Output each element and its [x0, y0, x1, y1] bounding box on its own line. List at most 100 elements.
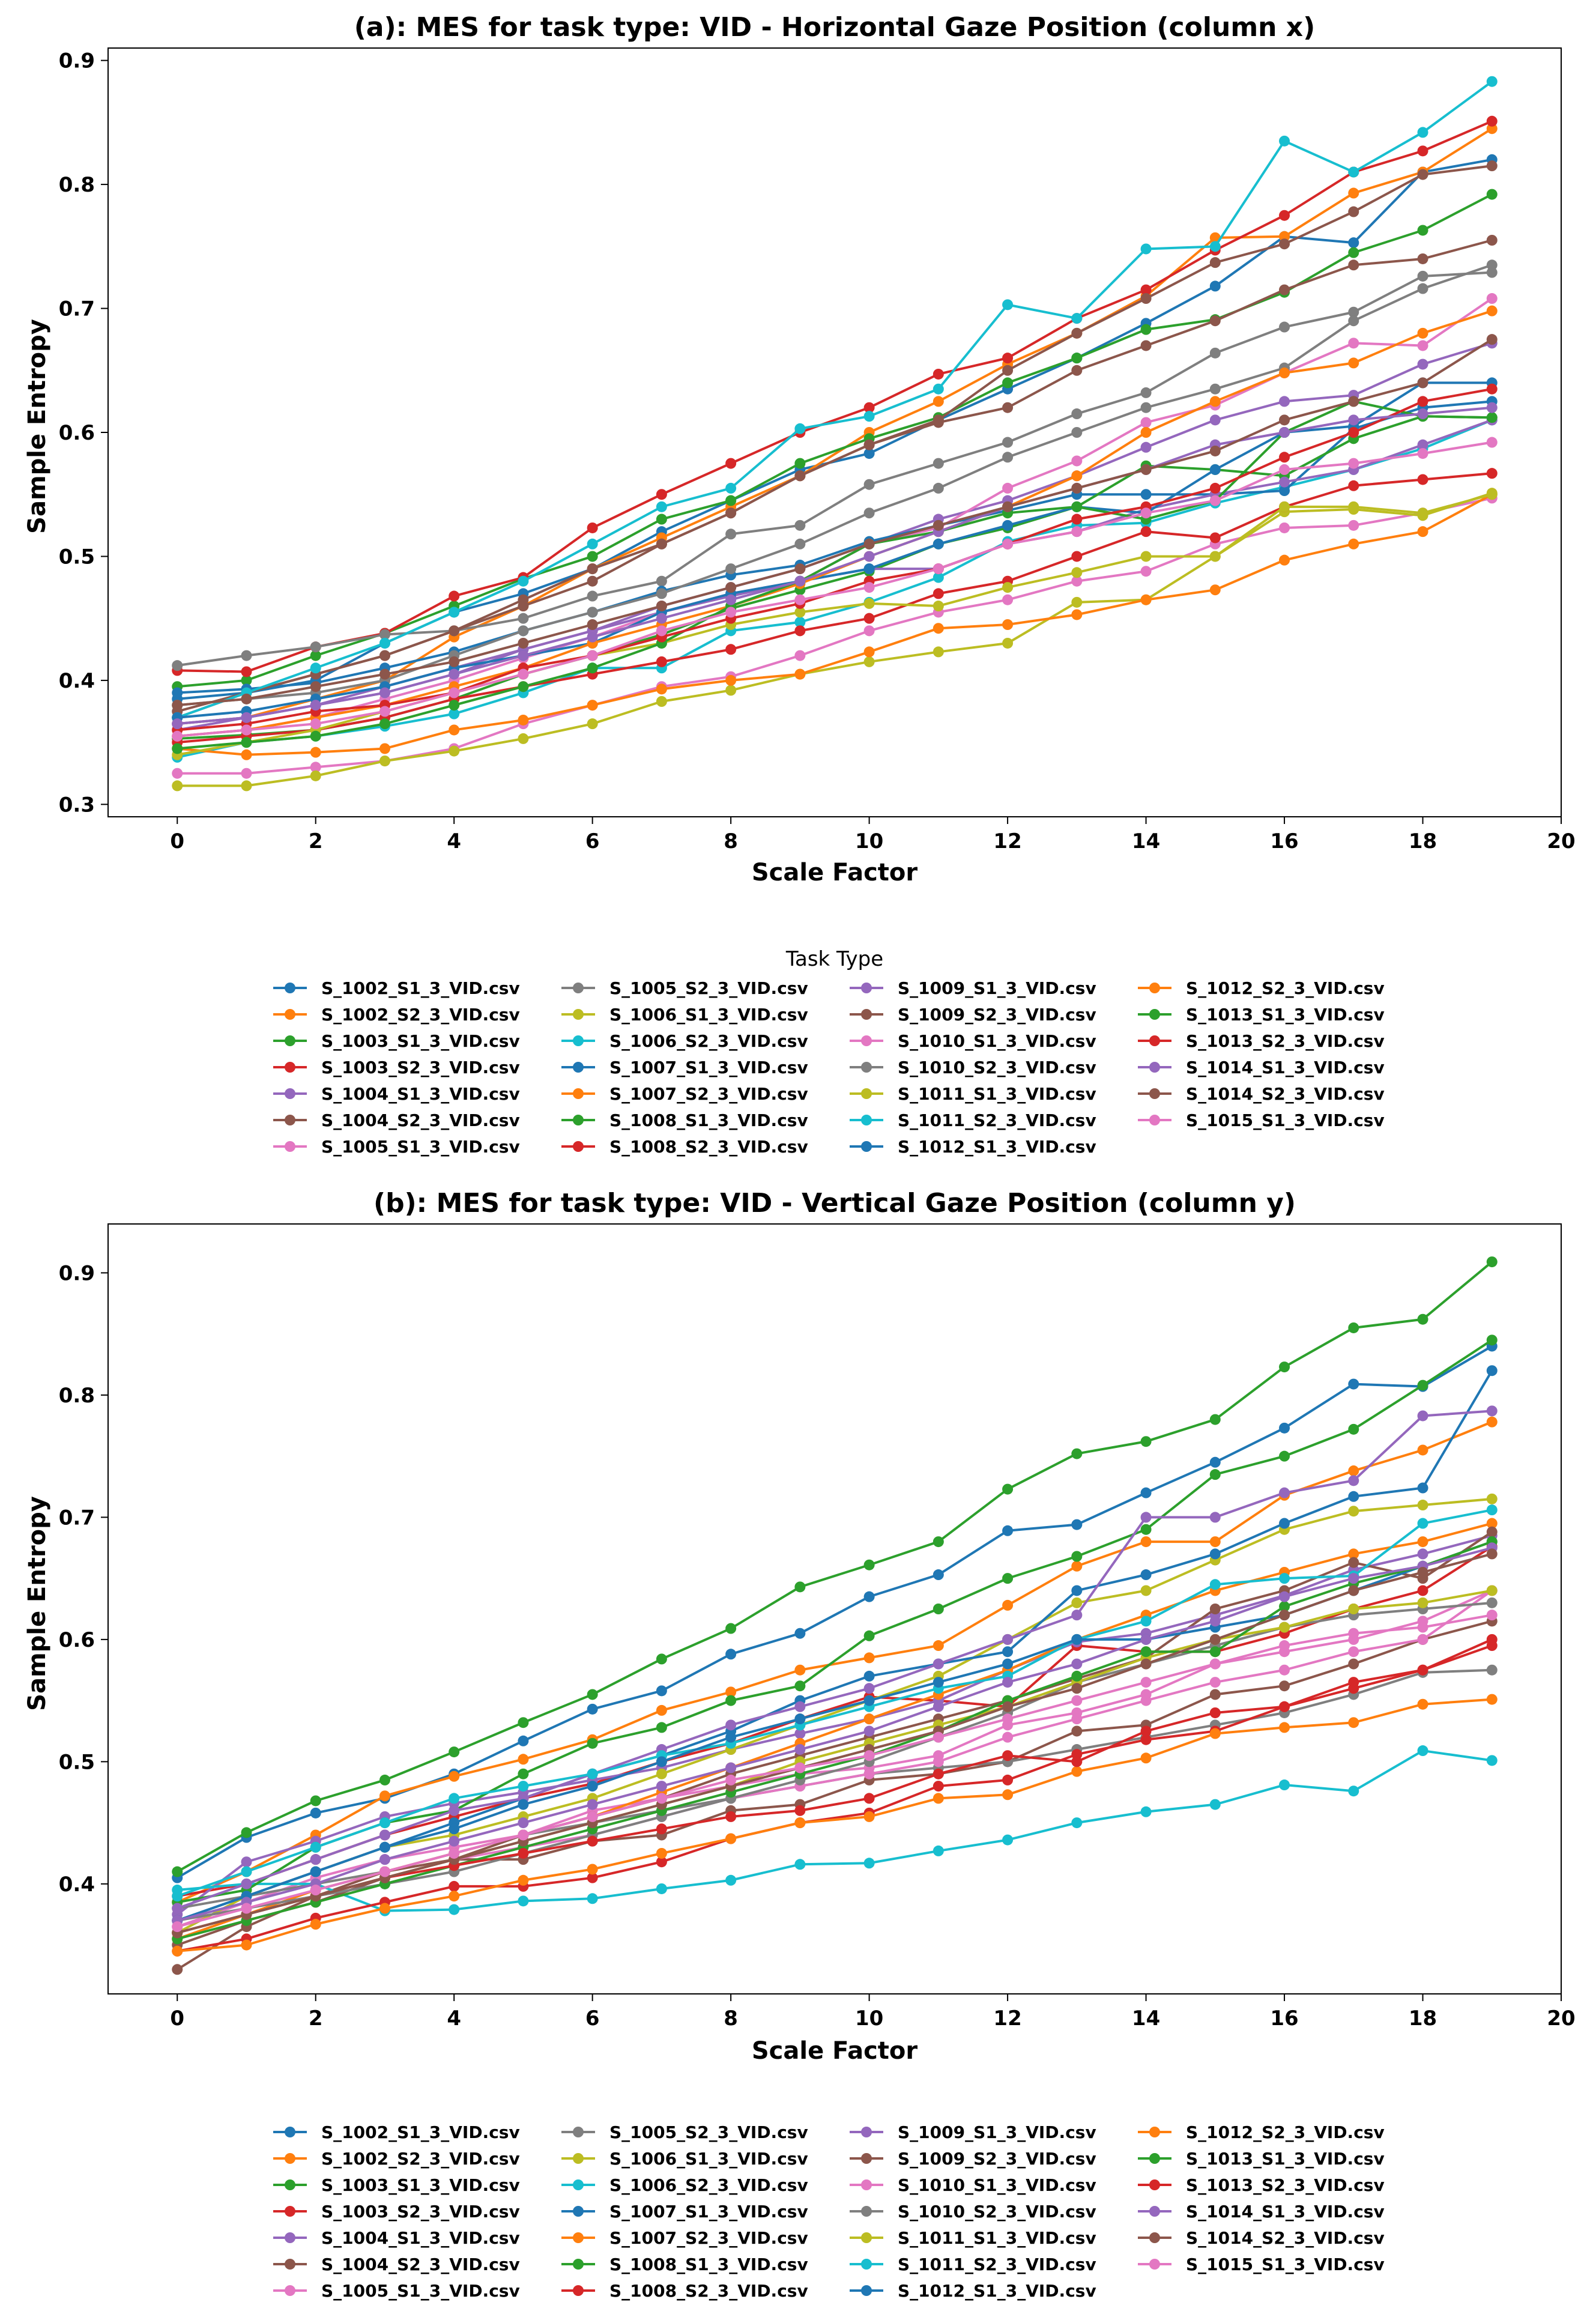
chart-a-data-point	[310, 762, 321, 773]
chart-b-data-point	[1348, 1585, 1359, 1596]
chart-a-data-point	[725, 458, 737, 469]
chart-a-data-point	[725, 482, 737, 494]
chart-b-data-point	[1348, 1557, 1359, 1568]
chart-b-data-point	[1279, 1601, 1290, 1612]
chart-a-data-point	[863, 582, 875, 593]
chart-b-data-point	[1486, 1416, 1498, 1428]
chart-b-data-point	[656, 1781, 667, 1792]
chart-a-data-point	[1071, 408, 1083, 420]
chart-a-data-point	[172, 660, 183, 671]
chart-b-data-point	[1348, 1506, 1359, 1517]
chart-a-data-point	[863, 448, 875, 459]
chart-a-data-point	[1417, 439, 1428, 450]
chart-a-xtick-label: 18	[1409, 829, 1437, 853]
chart-a-legend-item: S_1014_S1_3_VID.csv	[1138, 1058, 1385, 1077]
chart-a-data-point	[725, 644, 737, 655]
chart-b-data-point	[1279, 1701, 1290, 1712]
chart-a-data-point	[1140, 417, 1152, 428]
chart-a-data-point	[656, 538, 667, 550]
chart-b-series-line	[177, 1552, 1493, 1934]
chart-b-data-point	[449, 1793, 460, 1804]
chart-a-data-point	[863, 656, 875, 667]
chart-a-data-point	[1002, 402, 1014, 413]
chart-b-data-point	[1140, 1634, 1152, 1645]
chart-b-data-point	[449, 1880, 460, 1892]
chart-b-legend-label: S_1006_S1_3_VID.csv	[609, 2149, 808, 2169]
chart-a-data-point	[241, 724, 252, 736]
chart-b-data-point	[310, 1885, 321, 1896]
chart-a-legend-marker	[285, 1141, 295, 1152]
chart-a-legend-marker	[573, 1141, 584, 1152]
chart-b-data-point	[518, 1781, 529, 1792]
chart-a-data-point	[1279, 427, 1290, 438]
chart-b-data-point	[1417, 1518, 1428, 1529]
chart-a-data-point	[794, 519, 806, 531]
chart-a-data-point	[1002, 437, 1014, 448]
chart-a-data-point	[1486, 402, 1498, 413]
chart-b-data-point	[1209, 1689, 1221, 1700]
chart-a-data-point	[725, 607, 737, 618]
chart-b-data-point	[1279, 1450, 1290, 1462]
chart-a-data-point	[1002, 299, 1014, 310]
chart-a-legend-label: S_1003_S2_3_VID.csv	[321, 1058, 520, 1077]
chart-b-legend-marker	[285, 2206, 295, 2217]
chart-b-legend-item: S_1002_S2_3_VID.csv	[273, 2149, 520, 2169]
chart-b-data-point	[1002, 1750, 1014, 1761]
chart-b-data-point	[863, 1630, 875, 1641]
chart-b-data-point	[1002, 1713, 1014, 1725]
chart-b-data-point	[1486, 1405, 1498, 1417]
chart-b-data-point	[1348, 1683, 1359, 1694]
chart-a-data-point	[1279, 321, 1290, 333]
chart-a-data-point	[1417, 448, 1428, 459]
chart-a-ytick-label: 0.9	[59, 49, 95, 73]
chart-a-data-point	[725, 594, 737, 605]
chart-a-data-point	[172, 700, 183, 711]
chart-b-data-point	[1486, 1610, 1498, 1621]
chart-a-data-point	[1071, 501, 1083, 512]
chart-b-data-point	[1071, 1683, 1083, 1694]
chart-b-data-point	[1002, 1731, 1014, 1743]
chart-b-xtick-label: 8	[724, 2007, 738, 2031]
chart-b-legend-item: S_1014_S2_3_VID.csv	[1138, 2228, 1385, 2248]
chart-b-data-point	[725, 1719, 737, 1731]
chart-b-data-point	[172, 1891, 183, 1902]
chart-b-xtick-label: 20	[1547, 2007, 1575, 2031]
chart-b-legend-item: S_1002_S1_3_VID.csv	[273, 2122, 520, 2142]
chart-b-legend-marker	[285, 2127, 295, 2137]
chart-a-data-point	[1002, 377, 1014, 389]
chart-a-data-point	[1279, 554, 1290, 566]
chart-b-data-point	[1071, 1670, 1083, 1682]
chart-a-legend-item: S_1012_S2_3_VID.csv	[1138, 978, 1385, 998]
chart-a-data-point	[933, 601, 944, 612]
chart-b-data-point	[863, 1811, 875, 1822]
chart-b-xtick-label: 18	[1409, 2007, 1437, 2031]
chart-a-data-point	[172, 687, 183, 698]
chart-a-data-point	[1071, 513, 1083, 525]
chart-b-data-point	[1417, 1634, 1428, 1645]
chart-b-data-point	[794, 1817, 806, 1829]
chart-a-data-point	[1279, 414, 1290, 426]
chart-a-data-point	[1348, 501, 1359, 512]
chart-b-data-point	[794, 1664, 806, 1676]
chart-a-legend-marker	[573, 1062, 584, 1073]
chart-a-data-point	[310, 747, 321, 758]
chart-a-data-point	[1279, 396, 1290, 407]
chart-a-legend-item: S_1002_S2_3_VID.csv	[273, 1005, 520, 1025]
chart-a-data-point	[241, 749, 252, 760]
chart-b-data-point	[1140, 1512, 1152, 1523]
chart-b-ytick-label: 0.9	[59, 1261, 95, 1285]
chart-a-data-point	[1348, 414, 1359, 426]
chart-a-data-point	[172, 743, 183, 754]
chart-a-data-point	[1140, 427, 1152, 438]
chart-a-data-point	[172, 780, 183, 792]
chart-b-data-point	[1002, 1789, 1014, 1801]
chart-b-data-point	[725, 1649, 737, 1660]
chart-a-data-point	[1140, 489, 1152, 500]
chart-a-data-point	[1417, 225, 1428, 236]
chart-b-data-point	[1002, 1646, 1014, 1658]
chart-b-data-point	[1140, 1536, 1152, 1548]
chart-a-data-point	[518, 733, 529, 744]
chart-b-legend-item: S_1010_S2_3_VID.csv	[850, 2202, 1096, 2222]
chart-a-legend-item: S_1011_S1_3_VID.csv	[850, 1084, 1096, 1104]
chart-a-series-line	[177, 193, 1493, 688]
